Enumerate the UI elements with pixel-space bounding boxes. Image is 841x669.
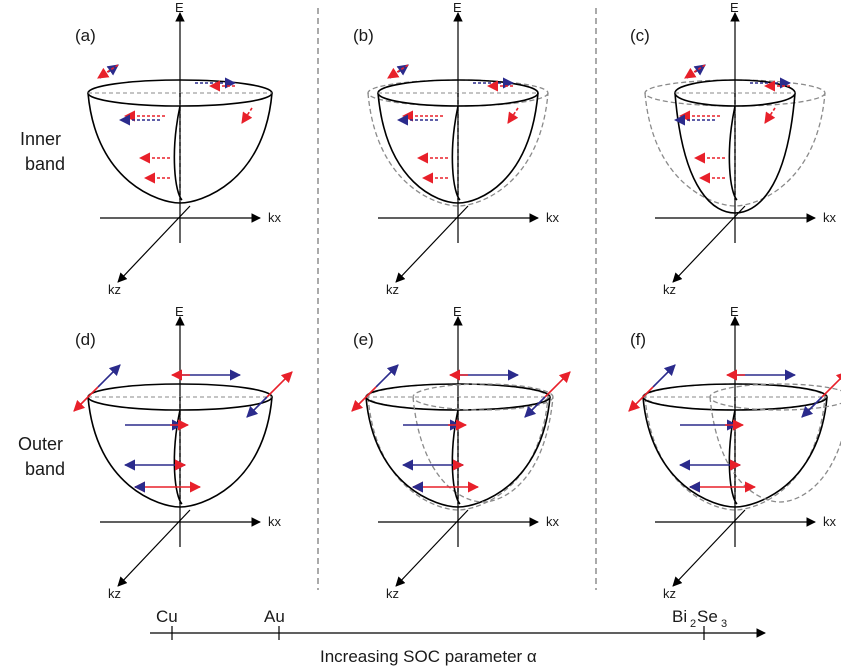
meridian-curve [728, 105, 738, 201]
kz-axis [117, 205, 191, 283]
panel-d: (d) Ekx kz [73, 304, 293, 601]
blue-spin-arrow [375, 364, 399, 388]
kx-axis-label: kx [268, 210, 282, 225]
panel-label: (e) [353, 330, 374, 349]
reference-band-parabola [644, 92, 826, 207]
e-axis-label: E [730, 304, 739, 319]
panel-e: (e) Ekx kz [351, 304, 571, 601]
kz-axis-label: kz [108, 282, 121, 297]
panel-c: (c) Ekx kz [630, 0, 837, 297]
meridian-curve [451, 105, 461, 201]
svg-text:2: 2 [690, 618, 696, 630]
kz-axis-label: kz [386, 586, 399, 601]
e-axis-label: E [175, 0, 184, 15]
kz-axis-label: kz [663, 586, 676, 601]
red-spin-arrow [628, 386, 654, 412]
red-spin-arrow [97, 64, 119, 79]
red-spin-arrow [544, 371, 571, 398]
inner-band-parabola [674, 92, 796, 214]
kz-axis [395, 509, 469, 587]
meridian-curve [173, 409, 183, 505]
red-spin-arrow [241, 107, 253, 124]
meridian-curve [728, 409, 738, 505]
svg-text:Se: Se [697, 607, 718, 626]
panel-label: (c) [630, 26, 650, 45]
outer-band-parabola [365, 396, 551, 508]
panel-label: (d) [75, 330, 96, 349]
svg-text:3: 3 [721, 618, 727, 630]
inner-band-parabola [377, 92, 539, 204]
meridian-curve [173, 105, 183, 201]
kz-axis-label: kz [386, 282, 399, 297]
soc-axis-title: Increasing SOC parameter α [320, 647, 537, 666]
panel-a: (a) Ekx kz [75, 0, 282, 297]
blue-spin-arrow [801, 396, 823, 418]
panel-label: (b) [353, 26, 374, 45]
kz-axis-label: kz [108, 586, 121, 601]
kx-axis-label: kx [546, 210, 560, 225]
row-label-outer: Outer band [18, 434, 65, 479]
outer-band-parabola [642, 396, 828, 508]
red-spin-arrow [821, 371, 841, 398]
svg-text:Outer: Outer [18, 434, 63, 454]
kz-axis [395, 205, 469, 283]
red-spin-arrow [73, 386, 99, 412]
soc-axis: Cu Au Bi 2 Se 3 Increasing SOC parameter… [150, 607, 766, 666]
panel-label: (f) [630, 330, 646, 349]
svg-text:Inner: Inner [20, 129, 61, 149]
kz-axis-label: kz [663, 282, 676, 297]
row-label-inner: Inner band [20, 129, 65, 174]
blue-spin-arrow [97, 364, 121, 388]
red-spin-arrow [351, 386, 377, 412]
e-axis-label: E [175, 304, 184, 319]
kx-axis-label: kx [823, 514, 837, 529]
svg-text:Bi: Bi [672, 607, 687, 626]
shifted-band-rim [412, 383, 554, 411]
kx-axis-label: kx [268, 514, 282, 529]
shifted-band-parabola [412, 396, 554, 503]
red-spin-arrow [684, 64, 706, 79]
red-spin-arrow [507, 107, 519, 124]
e-axis-label: E [453, 304, 462, 319]
panel-label: (a) [75, 26, 96, 45]
blue-spin-arrow [652, 364, 676, 388]
panel-f: (f) Ekx kz [628, 304, 841, 601]
kx-axis-label: kx [823, 210, 837, 225]
reference-band-parabola [367, 92, 549, 207]
e-axis-label: E [453, 0, 462, 15]
kz-axis [672, 509, 746, 587]
svg-text:band: band [25, 154, 65, 174]
kz-axis [117, 509, 191, 587]
panel-b: (b) Ekx kz [353, 0, 560, 297]
blue-spin-arrow [524, 396, 546, 418]
svg-text:band: band [25, 459, 65, 479]
material-bi2se3: Bi 2 Se 3 [672, 607, 727, 630]
kz-axis [672, 205, 746, 283]
red-spin-arrow [387, 64, 409, 79]
outer-band-parabola [87, 396, 273, 508]
red-spin-arrow [764, 107, 776, 124]
blue-spin-arrow [246, 396, 268, 418]
red-spin-arrow [266, 371, 293, 398]
shifted-band-parabola [709, 396, 841, 503]
kx-axis-label: kx [546, 514, 560, 529]
e-axis-label: E [730, 0, 739, 15]
material-cu: Cu [156, 607, 178, 626]
material-au: Au [264, 607, 285, 626]
inner-band-parabola [87, 92, 273, 204]
